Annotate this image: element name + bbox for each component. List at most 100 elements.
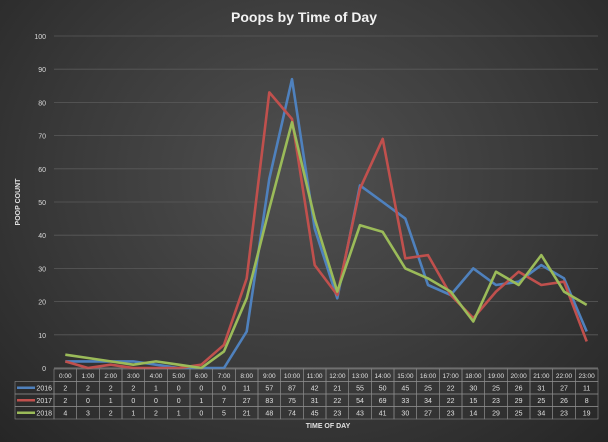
x-tick-label: 15:00	[397, 373, 414, 380]
data-label: 29	[492, 411, 500, 418]
x-tick-label: 5:00	[172, 373, 185, 380]
data-label: 69	[379, 398, 387, 405]
data-label: 1	[177, 411, 181, 418]
y-tick-label: 100	[34, 34, 46, 41]
data-label: 0	[86, 398, 90, 405]
data-label: 21	[333, 386, 341, 393]
series-line-2017	[64, 91, 588, 370]
data-label: 29	[515, 398, 523, 405]
x-tick-label: 8:00	[240, 373, 253, 380]
x-tick-label: 1:00	[82, 373, 95, 380]
y-tick-label: 60	[38, 167, 46, 174]
series-line-2016	[65, 77, 588, 370]
data-label: 25	[424, 386, 432, 393]
x-tick-label: 19:00	[488, 373, 505, 380]
data-label: 42	[311, 386, 319, 393]
data-label: 2	[109, 386, 113, 393]
data-label: 50	[379, 386, 387, 393]
series-line-2018	[65, 121, 588, 370]
data-label: 57	[265, 386, 273, 393]
data-label: 2	[63, 386, 67, 393]
data-label: 22	[447, 398, 455, 405]
data-label: 14	[469, 411, 477, 418]
data-label: 41	[379, 411, 387, 418]
data-label: 2	[109, 411, 113, 418]
data-label: 27	[424, 411, 432, 418]
data-label: 23	[333, 411, 341, 418]
x-tick-label: 6:00	[195, 373, 208, 380]
data-label: 23	[492, 398, 500, 405]
data-label: 11	[243, 386, 250, 393]
y-tick-label: 0	[42, 366, 46, 373]
x-tick-label: 0:00	[59, 373, 72, 380]
x-tick-label: 18:00	[465, 373, 482, 380]
x-tick-label: 23:00	[579, 373, 596, 380]
table-cell	[575, 406, 599, 420]
data-label: 87	[288, 386, 296, 393]
data-label: 30	[401, 411, 409, 418]
data-label: 31	[311, 398, 319, 405]
y-tick-label: 20	[38, 300, 46, 307]
data-label: 0	[177, 398, 181, 405]
data-label: 31	[537, 386, 545, 393]
data-label: 7	[222, 398, 226, 405]
x-tick-label: 10:00	[284, 373, 301, 380]
data-label: 25	[515, 411, 523, 418]
data-label: 5	[222, 411, 226, 418]
data-label: 0	[222, 386, 226, 393]
x-tick-label: 17:00	[443, 373, 460, 380]
data-label: 4	[63, 411, 67, 418]
x-tick-label: 21:00	[533, 373, 550, 380]
data-label: 75	[288, 398, 296, 405]
data-label: 26	[515, 386, 523, 393]
data-label: 2	[154, 411, 158, 418]
y-axis-label: POOP COUNT	[15, 178, 22, 226]
data-label: 1	[109, 398, 113, 405]
x-tick-label: 22:00	[556, 373, 573, 380]
y-tick-label: 30	[38, 266, 46, 273]
data-label: 2	[86, 386, 90, 393]
data-label: 27	[243, 398, 251, 405]
data-label: 83	[265, 398, 273, 405]
x-tick-label: 14:00	[375, 373, 392, 380]
x-tick-label: 2:00	[104, 373, 117, 380]
x-tick-label: 7:00	[218, 373, 231, 380]
chart-title: Poops by Time of Day	[231, 9, 377, 25]
x-tick-label: 3:00	[127, 373, 140, 380]
data-label: 21	[243, 411, 251, 418]
data-label: 3	[86, 411, 90, 418]
legend-label: 2017	[36, 398, 52, 405]
y-tick-label: 50	[38, 200, 46, 207]
data-label: 8	[585, 398, 589, 405]
data-label: 26	[560, 398, 568, 405]
data-label: 1	[154, 386, 158, 393]
data-label: 48	[265, 411, 273, 418]
x-tick-label: 20:00	[511, 373, 528, 380]
data-label: 55	[356, 386, 364, 393]
data-label: 43	[356, 411, 364, 418]
data-label: 0	[154, 398, 158, 405]
legend-label: 2016	[36, 386, 52, 393]
data-label: 22	[447, 386, 455, 393]
data-label: 2	[63, 398, 67, 405]
data-label: 0	[199, 411, 203, 418]
data-label: 25	[537, 398, 545, 405]
data-label: 0	[131, 398, 135, 405]
data-label: 25	[492, 386, 500, 393]
x-tick-label: 13:00	[352, 373, 369, 380]
legend-label: 2018	[36, 411, 52, 418]
data-label: 2	[131, 386, 135, 393]
x-tick-label: 4:00	[150, 373, 163, 380]
x-axis-label: TIME OF DAY	[306, 423, 351, 430]
data-label: 34	[537, 411, 545, 418]
y-tick-label: 40	[38, 233, 46, 240]
x-tick-label: 16:00	[420, 373, 437, 380]
data-label: 74	[288, 411, 296, 418]
data-label: 45	[311, 411, 319, 418]
y-tick-label: 70	[38, 134, 46, 141]
y-tick-label: 90	[38, 67, 46, 74]
x-tick-label: 9:00	[263, 373, 276, 380]
data-label: 0	[177, 386, 181, 393]
y-tick-label: 80	[38, 100, 46, 107]
data-label: 23	[447, 411, 455, 418]
